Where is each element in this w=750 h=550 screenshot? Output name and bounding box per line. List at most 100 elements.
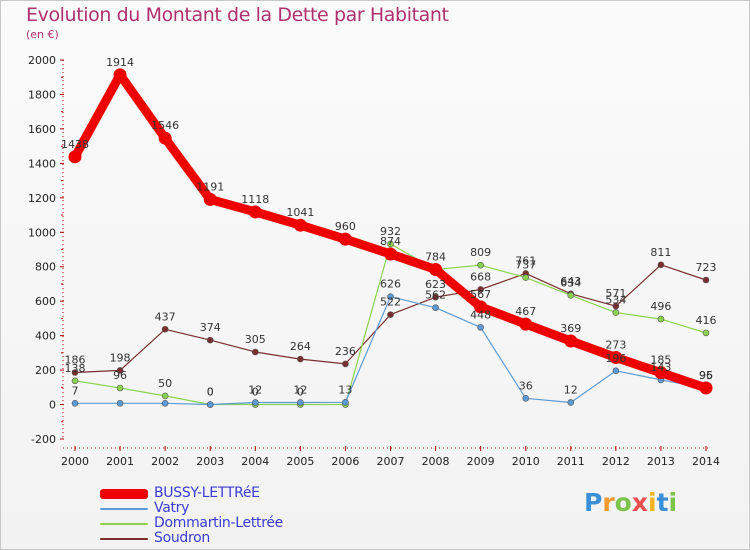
y-tick-label: 0 [49, 399, 56, 412]
data-label: 1041 [286, 206, 314, 219]
data-label: 668 [470, 270, 491, 283]
data-label: 534 [605, 294, 626, 307]
data-point [432, 293, 439, 301]
logo-letter: o [614, 488, 632, 517]
logo-letter: i [648, 488, 657, 517]
y-tick-label: 200 [35, 364, 56, 377]
y-tick-label: 1200 [28, 192, 56, 205]
data-label: 0 [207, 386, 214, 399]
data-point [567, 399, 575, 406]
data-point [657, 261, 665, 269]
data-point [68, 150, 82, 164]
legend-swatch-bussy [100, 489, 148, 499]
data-point [612, 367, 620, 375]
data-point [116, 400, 124, 407]
data-point [342, 399, 349, 406]
data-point [387, 311, 394, 318]
data-label: 305 [245, 333, 266, 346]
data-point [338, 232, 352, 246]
logo-letter: r [602, 488, 615, 517]
data-point [387, 293, 394, 301]
data-label: 723 [696, 261, 717, 274]
data-label: 811 [650, 246, 671, 259]
data-point [158, 131, 172, 145]
x-tick-label: 2013 [647, 455, 675, 468]
y-tick-label: 1000 [28, 226, 56, 239]
chart-unit: (en €) [26, 28, 59, 41]
data-label: 437 [155, 310, 176, 323]
x-tick-label: 2011 [557, 455, 585, 468]
data-point [251, 348, 259, 356]
data-point [293, 218, 307, 232]
data-point [567, 292, 575, 299]
data-point [161, 392, 169, 400]
data-point [522, 274, 530, 281]
data-label: 784 [425, 250, 446, 263]
data-label: 623 [425, 278, 446, 291]
x-tick-label: 2014 [692, 455, 720, 468]
legend-swatch-dommartin [100, 523, 148, 525]
data-label: 369 [560, 322, 581, 335]
data-point [161, 400, 169, 407]
data-point [71, 400, 79, 407]
x-tick-label: 2003 [196, 455, 224, 468]
data-label: 50 [158, 377, 172, 390]
x-tick-label: 2007 [377, 455, 405, 468]
logo-letter: i [668, 488, 678, 517]
data-point [161, 325, 169, 333]
data-point [387, 240, 394, 248]
x-tick-label: 2002 [151, 455, 179, 468]
data-point [474, 300, 488, 314]
x-tick-label: 2008 [422, 455, 450, 468]
data-label: 1118 [241, 193, 269, 206]
data-label: 273 [605, 339, 626, 352]
data-point [432, 304, 439, 312]
data-point [116, 384, 124, 392]
x-tick-label: 2009 [467, 455, 495, 468]
data-label: 374 [200, 321, 221, 334]
data-label: 562 [425, 289, 446, 302]
chart-data-labels: 1438191415461191111810419608747845674673… [61, 56, 717, 399]
data-label: 196 [605, 352, 626, 365]
data-label: 1546 [151, 119, 179, 132]
x-tick-label: 2010 [512, 455, 540, 468]
data-label: 737 [515, 259, 536, 272]
data-point [206, 401, 214, 408]
y-tick-label: 1600 [28, 123, 56, 136]
chart-axes: -200020040060080010001200140016001800200… [28, 54, 720, 468]
data-label: 448 [470, 308, 491, 321]
data-point [522, 395, 530, 402]
data-label: 13 [338, 383, 352, 396]
legend-label-soudron: Soudron [154, 530, 210, 546]
data-point [384, 247, 397, 261]
data-point [203, 192, 217, 206]
chart-points [68, 68, 713, 408]
x-tick-label: 2006 [331, 455, 359, 468]
data-point [342, 360, 349, 368]
y-tick-label: -200 [31, 433, 56, 446]
data-label: 36 [519, 379, 533, 392]
data-point [248, 205, 262, 219]
data-label: 874 [380, 235, 401, 248]
data-label: 1914 [106, 56, 134, 69]
data-point [609, 351, 623, 365]
data-point [113, 68, 127, 82]
data-label: 496 [650, 300, 671, 313]
y-tick-label: 1400 [28, 157, 56, 170]
y-tick-label: 800 [35, 261, 56, 274]
data-point [702, 276, 710, 284]
data-point [297, 355, 304, 363]
data-point [429, 262, 443, 276]
data-label: 467 [515, 305, 536, 318]
data-label: 236 [335, 345, 356, 358]
data-point [251, 399, 259, 406]
data-label: 0 [252, 386, 259, 399]
x-tick-label: 2004 [241, 455, 269, 468]
data-label: 571 [605, 287, 626, 300]
data-point [116, 367, 124, 374]
x-tick-label: 2001 [106, 455, 134, 468]
data-label: 7 [72, 384, 79, 397]
data-point [477, 286, 484, 293]
data-label: 634 [560, 276, 581, 289]
